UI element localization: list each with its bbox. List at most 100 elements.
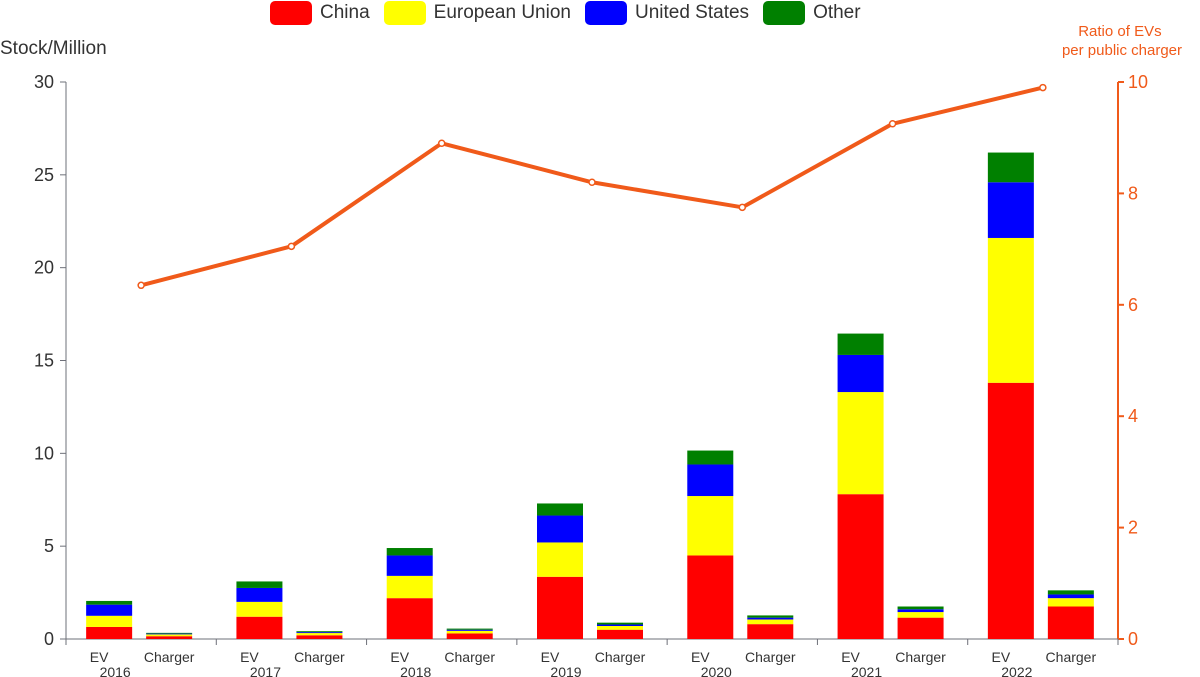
ratio-point-2021[interactable] <box>888 120 897 128</box>
bar-charger-other-2018[interactable] <box>446 628 493 630</box>
bar-ev-united-states-2019[interactable] <box>537 515 583 543</box>
bar-ev-european-union-2017[interactable] <box>236 601 283 617</box>
bar-ev-china-2022[interactable] <box>987 382 1034 639</box>
x-sub-label-ev: EV <box>240 649 259 665</box>
y-tick-label-left: 15 <box>34 351 54 371</box>
ratio-point-2017[interactable] <box>287 242 296 251</box>
bar-charger-china-2019[interactable] <box>597 629 643 639</box>
bar-group-2022 <box>987 152 1094 639</box>
y-tick-label-right: 0 <box>1128 629 1138 649</box>
y-axis-title-right-line-2: per public charger <box>1062 42 1182 59</box>
bar-charger-other-2019[interactable] <box>597 622 643 625</box>
bar-ev-other-2018[interactable] <box>386 548 433 556</box>
x-category-label: 2017 <box>250 664 281 677</box>
x-sub-label-charger: Charger <box>745 649 796 665</box>
bar-ev-china-2016[interactable] <box>86 626 133 639</box>
legend-item-china[interactable]: China <box>270 1 370 25</box>
bar-charger-european-union-2016[interactable] <box>146 634 193 637</box>
bar-ev-united-states-2021[interactable] <box>837 354 884 393</box>
legend-label-european-union: European Union <box>433 2 571 23</box>
bar-charger-united-states-2017[interactable] <box>296 632 343 634</box>
bar-charger-european-union-2022[interactable] <box>1047 598 1094 607</box>
bar-ev-european-union-2020[interactable] <box>687 496 734 556</box>
ratio-point-2018[interactable] <box>437 139 446 148</box>
ratio-point-2016[interactable] <box>137 281 145 290</box>
bar-charger-china-2022[interactable] <box>1047 606 1094 639</box>
bar-charger-other-2021[interactable] <box>897 606 944 610</box>
y-tick-label-left: 20 <box>34 258 54 278</box>
bar-group-2018 <box>386 548 493 639</box>
x-sub-label-ev: EV <box>90 649 109 665</box>
y-axis-title-right: Ratio of EVs per public charger <box>1062 23 1182 59</box>
bar-ev-united-states-2016[interactable] <box>86 604 133 616</box>
bar-ev-united-states-2017[interactable] <box>236 587 283 602</box>
x-sub-label-charger: Charger <box>895 649 946 665</box>
bar-ev-european-union-2022[interactable] <box>987 237 1034 383</box>
bar-charger-united-states-2020[interactable] <box>747 617 794 620</box>
bar-ev-united-states-2018[interactable] <box>386 555 433 576</box>
legend-item-united-states[interactable]: United States <box>584 1 749 25</box>
bar-ev-china-2020[interactable] <box>687 555 734 639</box>
bar-charger-european-union-2021[interactable] <box>897 612 944 618</box>
bar-ev-other-2019[interactable] <box>537 503 583 516</box>
bar-charger-united-states-2019[interactable] <box>597 624 643 627</box>
bar-ev-other-2020[interactable] <box>687 450 734 465</box>
bar-charger-china-2016[interactable] <box>146 636 193 639</box>
bar-charger-united-states-2018[interactable] <box>446 629 493 631</box>
bar-charger-european-union-2020[interactable] <box>747 619 794 625</box>
bar-charger-other-2022[interactable] <box>1047 590 1094 595</box>
y-tick-label-left: 25 <box>34 165 54 185</box>
bars <box>86 152 1094 639</box>
bar-ev-european-union-2019[interactable] <box>537 542 583 577</box>
y-tick-label-right: 2 <box>1128 518 1138 538</box>
legend-swatch-other <box>763 1 806 25</box>
bar-charger-other-2017[interactable] <box>296 631 343 633</box>
bar-charger-united-states-2021[interactable] <box>897 609 944 613</box>
x-sub-label-charger: Charger <box>294 649 345 665</box>
bar-ev-china-2017[interactable] <box>236 616 283 639</box>
bar-charger-united-states-2022[interactable] <box>1047 594 1094 599</box>
ratio-line-layer <box>137 83 1047 290</box>
bar-ev-other-2016[interactable] <box>86 600 133 605</box>
legend-label-china: China <box>320 2 370 23</box>
x-category-label: 2021 <box>851 664 882 677</box>
ratio-point-2020[interactable] <box>738 203 747 212</box>
bar-ev-other-2022[interactable] <box>987 152 1034 183</box>
legend-label-other: Other <box>813 2 861 23</box>
ratio-point-2019[interactable] <box>588 178 596 187</box>
bar-charger-european-union-2019[interactable] <box>597 626 643 630</box>
x-sub-label-ev: EV <box>390 649 409 665</box>
bar-ev-china-2018[interactable] <box>386 598 433 639</box>
bar-ev-united-states-2022[interactable] <box>987 182 1034 238</box>
bar-ev-other-2021[interactable] <box>837 333 884 355</box>
bar-charger-china-2017[interactable] <box>296 635 343 639</box>
bar-charger-china-2018[interactable] <box>446 633 493 639</box>
y-tick-label-left: 30 <box>34 72 54 92</box>
bar-ev-china-2021[interactable] <box>837 494 884 639</box>
legend: China European Union United States Other <box>270 0 875 26</box>
y-tick-label-left: 10 <box>34 443 54 463</box>
bar-charger-other-2020[interactable] <box>747 615 794 618</box>
bar-ev-other-2017[interactable] <box>236 581 283 588</box>
legend-item-european-union[interactable]: European Union <box>383 1 571 25</box>
bar-charger-european-union-2017[interactable] <box>296 633 343 636</box>
x-sub-label-charger: Charger <box>144 649 195 665</box>
bar-charger-other-2016[interactable] <box>146 632 193 634</box>
bar-charger-china-2020[interactable] <box>747 624 794 639</box>
bar-charger-european-union-2018[interactable] <box>446 630 493 634</box>
legend-swatch-european-union <box>383 1 426 25</box>
bar-charger-united-states-2016[interactable] <box>146 633 193 635</box>
y-tick-label-right: 6 <box>1128 295 1138 315</box>
ratio-point-2022[interactable] <box>1039 83 1047 92</box>
bar-ev-european-union-2018[interactable] <box>386 575 433 599</box>
bar-ev-european-union-2021[interactable] <box>837 392 884 495</box>
bar-ev-united-states-2020[interactable] <box>687 464 734 497</box>
y-tick-label-left: 0 <box>44 629 54 649</box>
bar-ev-european-union-2016[interactable] <box>86 615 133 627</box>
bar-charger-china-2021[interactable] <box>897 617 944 639</box>
legend-item-other[interactable]: Other <box>763 1 861 25</box>
bar-ev-china-2019[interactable] <box>537 576 583 639</box>
x-category-label: 2022 <box>1001 664 1032 677</box>
y-tick-label-right: 8 <box>1128 183 1138 203</box>
